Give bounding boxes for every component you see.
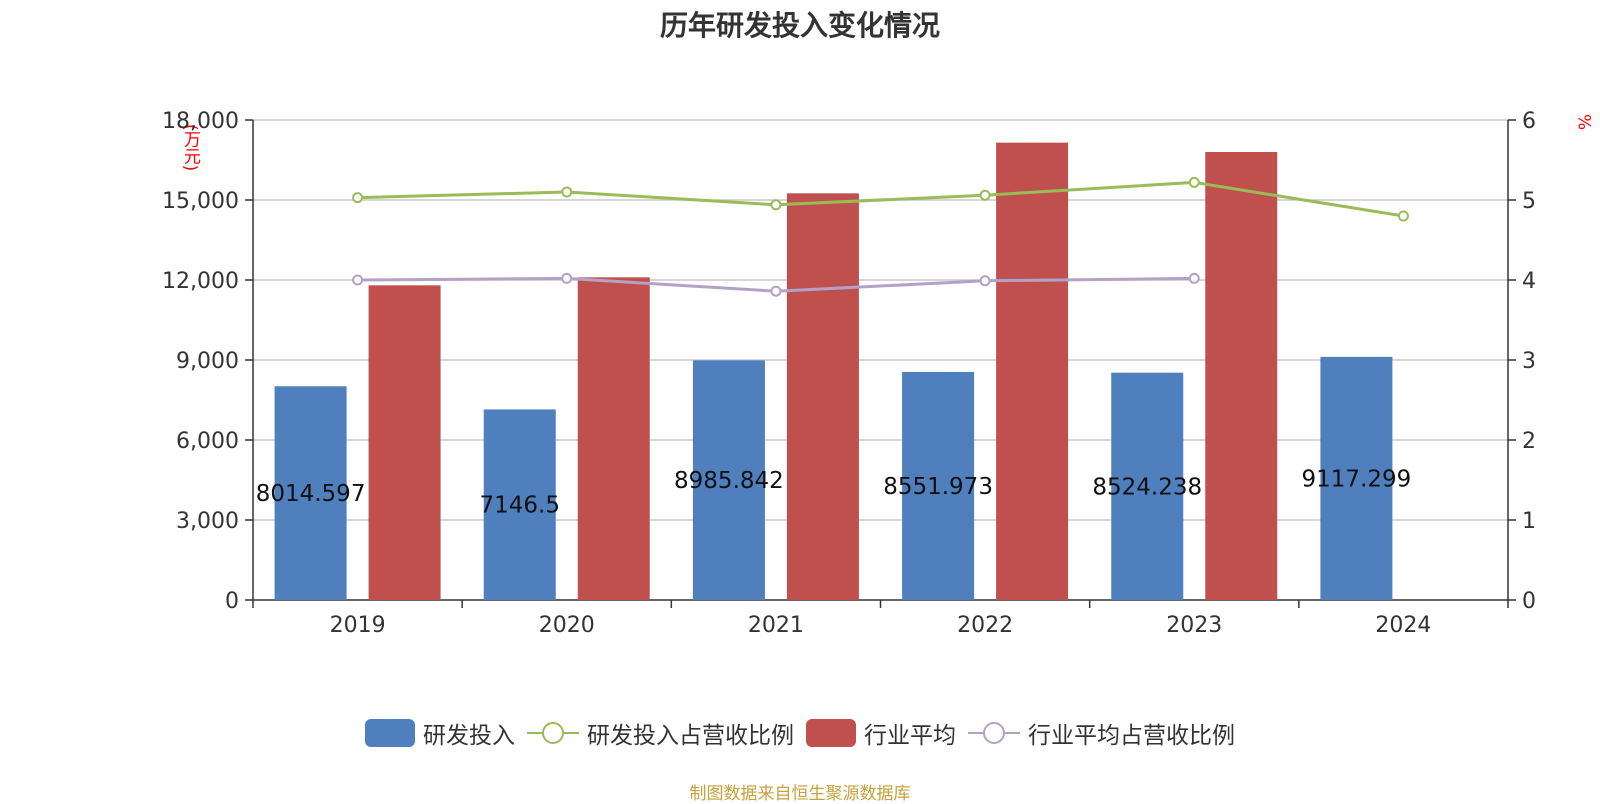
bar (786, 193, 859, 601)
bar (577, 277, 650, 600)
series-line (357, 180, 1404, 218)
y-right-tick-label: 5 (1522, 189, 1536, 214)
data-label: 8524.238 (1092, 474, 1202, 500)
legend-item-industry-average[interactable]: 行业平均 (806, 716, 956, 750)
data-label: 8014.597 (256, 481, 366, 507)
bar (1205, 152, 1278, 600)
line-point (770, 199, 782, 211)
line-point (1188, 272, 1200, 284)
data-label: 8985.842 (674, 468, 784, 494)
x-tick-label: 2019 (330, 613, 386, 638)
legend-swatch-rd-investment (365, 719, 415, 747)
legend-swatch-rd-ratio (527, 722, 579, 744)
line-point (561, 186, 573, 198)
y-right-tick-label: 1 (1522, 509, 1536, 534)
bar (996, 142, 1069, 600)
line-point (561, 272, 573, 284)
left-axis-unit: (万元) (180, 124, 200, 172)
bar (692, 360, 765, 600)
y-left-tick-label: 6,000 (176, 429, 239, 454)
line-point (770, 285, 782, 297)
bar (902, 371, 975, 600)
line-point (352, 274, 364, 286)
legend-label: 行业平均 (864, 723, 956, 749)
y-left-tick-label: 0 (225, 589, 239, 614)
legend-item-rd-investment[interactable]: 研发投入 (365, 716, 515, 750)
bar (1111, 372, 1184, 600)
chart-title: 历年研发投入变化情况 (659, 9, 940, 42)
y-right-tick-label: 4 (1522, 269, 1536, 294)
bar (483, 409, 556, 600)
source-note: 制图数据来自恒生聚源数据库 (689, 784, 911, 804)
y-left-tick-label: 15,000 (162, 189, 239, 214)
y-right-tick-label: 6 (1522, 109, 1536, 134)
x-tick-label: 2022 (957, 613, 1013, 638)
legend-label: 行业平均占营收比例 (1028, 723, 1235, 749)
bar (1320, 356, 1393, 600)
line-point (979, 189, 991, 201)
line-point (352, 192, 364, 204)
line-point (979, 275, 991, 287)
x-tick-label: 2024 (1375, 613, 1431, 638)
legend-label: 研发投入 (423, 723, 515, 749)
bar (274, 386, 347, 600)
y-left-tick-label: 3,000 (176, 509, 239, 534)
legend-label: 研发投入占营收比例 (587, 723, 794, 749)
legend: 研发投入 研发投入占营收比例 行业平均 行业平均占营收比例 (0, 716, 1600, 750)
x-tick-label: 2020 (539, 613, 595, 638)
y-left-tick-label: 9,000 (176, 349, 239, 374)
y-right-tick-label: 2 (1522, 429, 1536, 454)
x-tick-label: 2021 (748, 613, 804, 638)
line-point (1188, 176, 1200, 188)
y-right-tick-label: 3 (1522, 349, 1536, 374)
line-point (1397, 210, 1409, 222)
legend-item-rd-ratio[interactable]: 研发投入占营收比例 (527, 716, 794, 750)
data-label: 8551.973 (883, 474, 993, 500)
chart-plot: 0 3,000 6,000 9,000 12,000 15,000 18,000 0 1 2 3 4 5… (162, 109, 1536, 638)
legend-item-industry-ratio[interactable]: 行业平均占营收比例 (968, 716, 1235, 750)
x-tick-label: 2023 (1166, 613, 1222, 638)
legend-swatch-industry-ratio (968, 722, 1020, 744)
y-left-tick-label: 18,000 (162, 109, 239, 134)
data-label: 7146.5 (480, 493, 560, 519)
bar (368, 285, 441, 600)
y-right-tick-label: 0 (1522, 589, 1536, 614)
legend-swatch-industry-average (806, 719, 856, 747)
data-label: 9117.299 (1302, 466, 1412, 492)
y-left-tick-label: 12,000 (162, 269, 239, 294)
